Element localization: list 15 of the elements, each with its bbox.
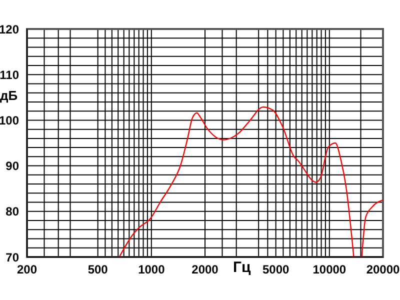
- x-tick-label: 5000: [262, 262, 290, 277]
- x-tick-label: 500: [88, 262, 108, 277]
- x-tick-label: 200: [16, 262, 38, 277]
- x-tick-label: 20000: [366, 262, 400, 277]
- y-tick-label: 100: [0, 113, 20, 128]
- x-tick-label: 2000: [192, 262, 219, 277]
- y-tick-label: 70: [6, 250, 20, 264]
- y-tick-label: 80: [6, 204, 20, 219]
- y-axis-title: дБ: [0, 88, 18, 103]
- x-tick-label: 10000: [312, 262, 346, 277]
- x-axis-title: Гц: [233, 259, 251, 276]
- y-tick-label: 90: [6, 159, 20, 174]
- y-tick-label: 120: [0, 22, 20, 36]
- x-tick-label: 1000: [138, 262, 166, 277]
- y-tick-label: 110: [0, 68, 20, 82]
